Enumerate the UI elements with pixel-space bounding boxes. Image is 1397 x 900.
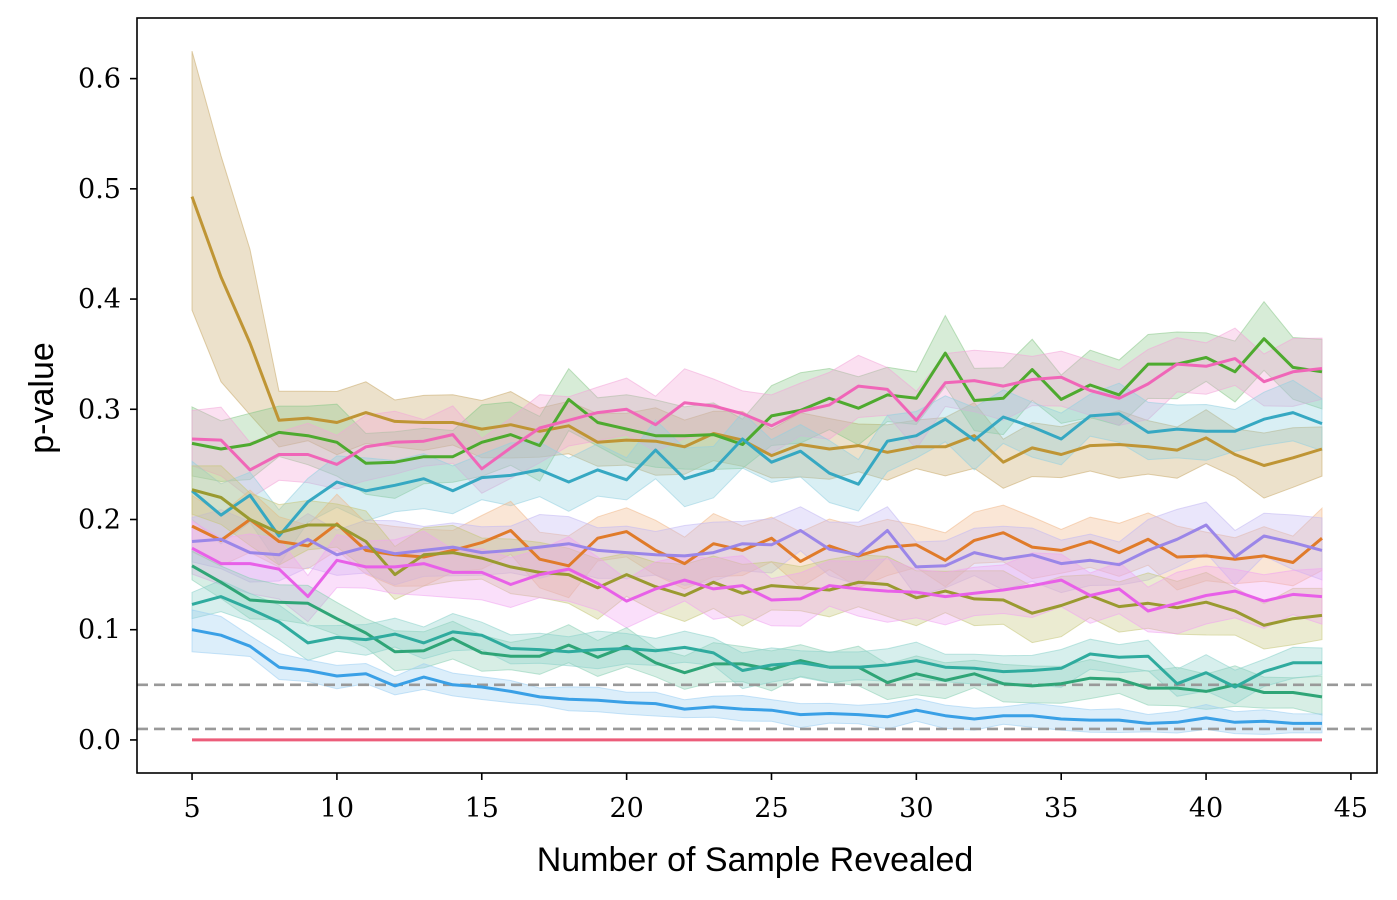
series-4-line <box>191 411 1323 538</box>
series-4-confidence-band <box>191 379 1323 566</box>
series-6-line <box>191 523 1323 569</box>
x-tick-label: 30 <box>899 793 933 824</box>
y-tick-label: 0.0 <box>78 725 121 756</box>
x-axis-label: Number of Sample Revealed <box>537 841 974 879</box>
x-tick-label: 15 <box>465 793 499 824</box>
series-7-line <box>191 488 1323 627</box>
y-tick-label: 0.1 <box>78 615 121 646</box>
y-tick-label: 0.4 <box>78 284 121 315</box>
series-lines <box>190 196 1323 742</box>
series-10-line <box>191 595 1322 689</box>
series-3-line <box>191 357 1323 472</box>
y-tick-label: 0.2 <box>78 504 121 535</box>
series-1-line <box>190 196 1323 467</box>
series-2-line <box>191 337 1323 465</box>
series-8-confidence-band <box>191 520 1323 635</box>
y-tick-label: 0.5 <box>78 174 121 205</box>
x-tick-label: 25 <box>754 793 788 824</box>
significance-reference-lines <box>137 683 1377 731</box>
plot-frame <box>136 17 1378 774</box>
series-11-line <box>191 628 1322 725</box>
y-tick-label: 0.6 <box>78 64 121 95</box>
y-axis-label: p-value <box>23 342 61 454</box>
y-tick-label: 0.3 <box>78 394 121 425</box>
x-tick-label: 35 <box>1044 793 1078 824</box>
series-8-line <box>191 546 1323 613</box>
x-tick-label: 45 <box>1334 793 1368 824</box>
x-tick-label: 5 <box>183 793 200 824</box>
x-tick-label: 40 <box>1189 793 1223 824</box>
x-axis-ticks: 5 10 15 20 25 30 35 40 45 <box>183 773 1368 824</box>
x-tick-label: 20 <box>609 793 643 824</box>
series-7-confidence-band <box>191 465 1323 650</box>
y-axis-ticks: 0.0 0.1 0.2 0.3 0.4 0.5 0.6 <box>78 64 137 756</box>
x-tick-label: 10 <box>320 793 354 824</box>
series-10-confidence-band <box>191 579 1323 705</box>
